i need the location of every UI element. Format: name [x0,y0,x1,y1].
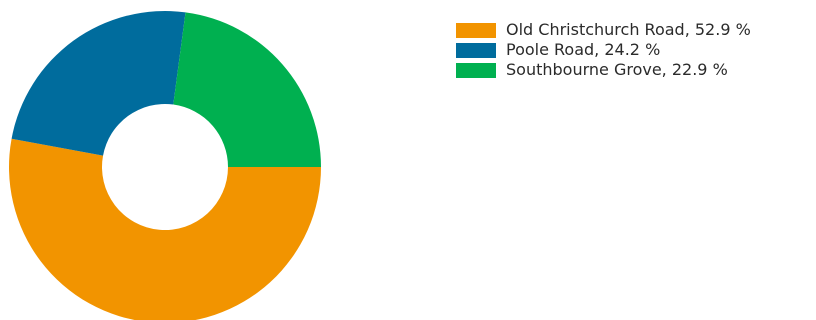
legend-label: Old Christchurch Road, 52.9 % [506,20,751,39]
donut-slice-old-christchurch-road [9,138,321,320]
donut-slice-poole-road [11,11,186,156]
legend-item: Poole Road, 24.2 % [456,40,751,60]
legend-item: Southbourne Grove, 22.9 % [456,60,751,80]
legend-label: Poole Road, 24.2 % [506,40,661,59]
legend-swatch [456,62,496,78]
donut-chart [9,11,321,320]
legend-label: Southbourne Grove, 22.9 % [506,60,728,79]
chart-legend: Old Christchurch Road, 52.9 % Poole Road… [456,20,751,80]
legend-swatch [456,22,496,38]
legend-item: Old Christchurch Road, 52.9 % [456,20,751,40]
donut-slice-southbourne-grove [173,12,321,168]
legend-swatch [456,42,496,58]
